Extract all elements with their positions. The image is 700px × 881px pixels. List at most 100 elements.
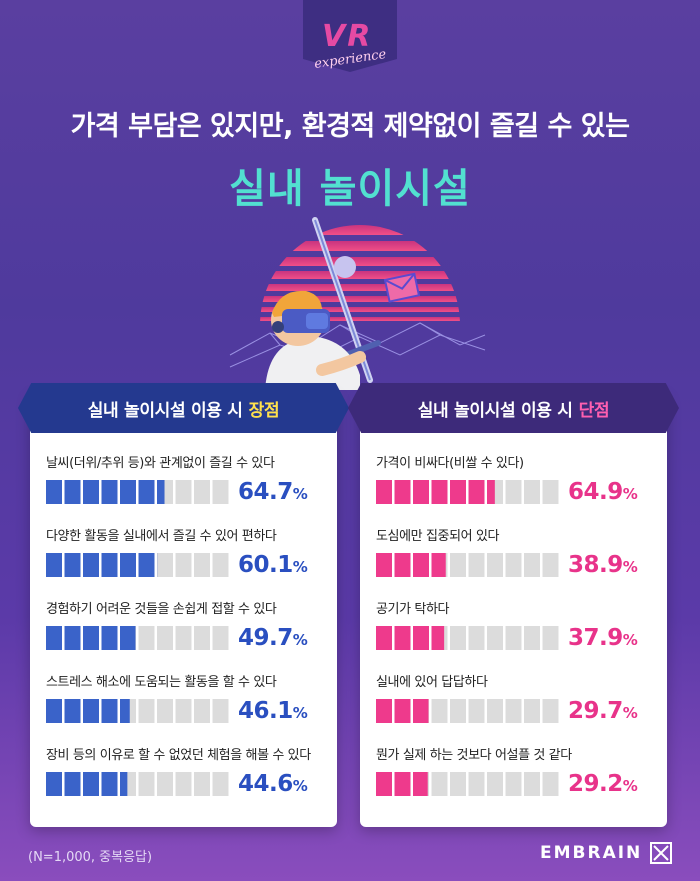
sunset-stripes [260, 225, 460, 321]
bar-segment-filled [46, 772, 62, 796]
cons-card: 실내 놀이시설 이용 시 단점 가격이 비싸다(비쌀 수 있다) 64.9% 도… [348, 383, 679, 827]
bar-segment-filled [101, 553, 118, 577]
envelope-icon [383, 272, 421, 303]
cons-item-label: 도심에만 집중되어 있다 [376, 529, 500, 544]
bar-segment-empty [542, 553, 559, 577]
cons-item: 공기가 탁하다 37.9% [376, 599, 657, 672]
cons-value-label: 29.2% [568, 771, 638, 797]
cons-item-label: 뭔가 실제 하는 것보다 어설플 것 같다 [376, 748, 572, 763]
pros-value-label: 60.1% [238, 552, 308, 578]
bar-segment-filled [120, 772, 128, 796]
bar-segment-empty [138, 772, 155, 796]
bar-segment-filled [413, 699, 429, 723]
cons-item: 실내에 있어 답답하다 29.7% [376, 672, 657, 745]
bar-segment-empty [524, 626, 540, 650]
bar-segment-empty [194, 626, 210, 650]
bar-segment-empty [487, 772, 503, 796]
bar-segment-filled [101, 480, 118, 504]
bar-segment-empty [194, 480, 210, 504]
cons-title-prefix: 실내 놀이시설 이용 시 [417, 400, 573, 421]
bar-segment-filled [413, 553, 429, 577]
bar-segment-filled [46, 553, 62, 577]
bar-segment-filled [487, 480, 495, 504]
bar-segment-filled [413, 480, 429, 504]
bar-segment-filled [101, 772, 118, 796]
bar-segment-filled [64, 699, 81, 723]
brand-mark-icon [650, 842, 673, 864]
bar-segment-empty [175, 626, 192, 650]
bar-segment-empty [157, 699, 173, 723]
bar-segment-filled [83, 480, 99, 504]
bar-segment-filled [431, 480, 448, 504]
cons-bar [376, 699, 559, 723]
bar-segment-empty [175, 480, 192, 504]
bar-segment-filled [83, 553, 99, 577]
cons-card-header: 실내 놀이시설 이용 시 단점 [348, 383, 679, 433]
pros-bar [46, 553, 229, 577]
cons-item: 뭔가 실제 하는 것보다 어설플 것 같다 29.2% [376, 745, 657, 818]
bar-segment-filled [138, 480, 155, 504]
cons-bar [376, 772, 559, 796]
bar-segment-empty [212, 553, 229, 577]
bar-segment-filled [101, 699, 118, 723]
bar-segment-empty [468, 553, 485, 577]
bar-segment-empty [138, 626, 155, 650]
cons-bar [376, 480, 559, 504]
pros-item-label: 경험하기 어려운 것들을 손쉽게 접할 수 있다 [46, 602, 277, 617]
bar-segment-empty [212, 480, 229, 504]
bar-segment-empty [431, 699, 448, 723]
pros-list: 날씨(더위/추위 등)와 관계없이 즐길 수 있다 64.7% 다양한 활동을 … [46, 453, 327, 818]
bar-segment-empty [175, 553, 192, 577]
bar-segment-filled [468, 480, 485, 504]
cons-item-label: 실내에 있어 답답하다 [376, 675, 488, 690]
bar-segment-empty [175, 772, 192, 796]
bar-segment-filled [64, 480, 81, 504]
bar-segment-empty [524, 553, 540, 577]
pros-item: 장비 등의 이유로 할 수 없었던 체험을 해볼 수 있다 44.6% [46, 745, 327, 818]
floating-ball-icon [334, 256, 356, 278]
headline-accent: 실내 놀이시설 [229, 166, 471, 212]
pros-title-highlight: 장점 [248, 400, 280, 421]
bar-segment-filled [46, 480, 62, 504]
bar-segment-empty [524, 699, 540, 723]
bar-segment-filled [46, 699, 62, 723]
bar-segment-empty [450, 553, 466, 577]
bar-segment-empty [194, 553, 210, 577]
pros-item: 경험하기 어려운 것들을 손쉽게 접할 수 있다 49.7% [46, 599, 327, 672]
bar-segment-empty [468, 699, 485, 723]
cons-list: 가격이 비싸다(비쌀 수 있다) 64.9% 도심에만 집중되어 있다 38.9… [376, 453, 657, 818]
cons-item-label: 가격이 비싸다(비쌀 수 있다) [376, 456, 524, 471]
brand-name: EMBRAIN [540, 843, 643, 863]
logo-vr-text: VR [322, 19, 373, 54]
bar-segment-empty [212, 699, 229, 723]
bar-segment-filled [431, 626, 445, 650]
cons-item: 가격이 비싸다(비쌀 수 있다) 64.9% [376, 453, 657, 526]
bar-segment-filled [83, 626, 99, 650]
pros-card-header: 실내 놀이시설 이용 시 장점 [18, 383, 349, 433]
bar-segment-empty [505, 699, 522, 723]
bar-segment-filled [120, 699, 130, 723]
cons-title-highlight: 단점 [578, 400, 610, 421]
bar-segment-filled [431, 553, 446, 577]
pros-item-label: 다양한 활동을 실내에서 즐길 수 있어 편하다 [46, 529, 277, 544]
bar-segment-filled [376, 772, 392, 796]
bar-segment-empty [542, 699, 559, 723]
bar-segment-empty [431, 772, 448, 796]
bar-segment-empty [524, 772, 540, 796]
bar-segment-empty [157, 626, 173, 650]
bar-segment-empty [157, 553, 173, 577]
bar-segment-filled [376, 553, 392, 577]
bar-segment-empty [194, 772, 210, 796]
pros-item: 스트레스 해소에 도움되는 활동을 할 수 있다 46.1% [46, 672, 327, 745]
pros-value-label: 49.7% [238, 625, 308, 651]
bar-segment-filled [46, 626, 62, 650]
bar-segment-filled [120, 553, 136, 577]
pros-item-label: 장비 등의 이유로 할 수 없었던 체험을 해볼 수 있다 [46, 748, 311, 763]
bar-segment-empty [468, 626, 485, 650]
bar-segment-filled [83, 772, 99, 796]
cons-item: 도심에만 집중되어 있다 38.9% [376, 526, 657, 599]
vr-player-illustration [229, 217, 486, 390]
bar-segment-empty [450, 772, 466, 796]
bar-segment-filled [394, 480, 411, 504]
pros-bar [46, 699, 229, 723]
